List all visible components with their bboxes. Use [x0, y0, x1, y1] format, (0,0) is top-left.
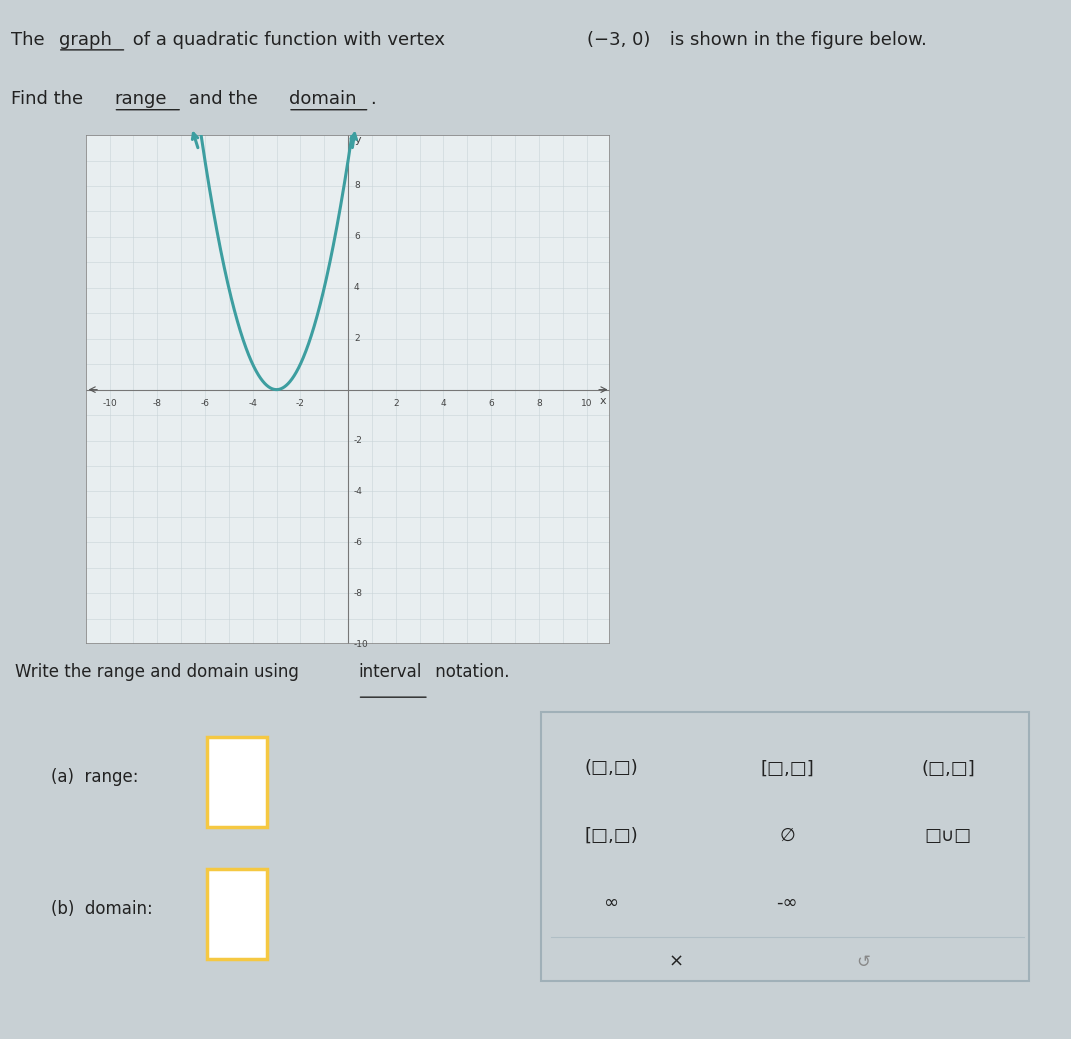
- Bar: [86, 135, 610, 644]
- Text: .: .: [371, 89, 376, 108]
- Text: [□,□]: [□,□]: [760, 760, 814, 777]
- Text: -8: -8: [355, 589, 363, 597]
- Text: x: x: [600, 396, 606, 405]
- Text: The: The: [11, 31, 50, 49]
- Text: -2: -2: [355, 436, 363, 445]
- Text: 4: 4: [440, 399, 447, 407]
- Text: 2: 2: [393, 399, 398, 407]
- Text: (−3, 0): (−3, 0): [587, 31, 650, 49]
- Text: ↺: ↺: [856, 953, 870, 970]
- Text: 6: 6: [488, 399, 494, 407]
- Text: -10: -10: [355, 640, 368, 648]
- Text: -6: -6: [200, 399, 210, 407]
- Text: -8: -8: [153, 399, 162, 407]
- Text: 8: 8: [536, 399, 542, 407]
- Text: [□,□): [□,□): [584, 827, 638, 845]
- Text: 6: 6: [355, 233, 360, 241]
- Text: ∅: ∅: [780, 827, 795, 845]
- Text: ∞: ∞: [603, 894, 619, 912]
- Text: ×: ×: [669, 953, 684, 970]
- Bar: [207, 870, 267, 959]
- Text: 4: 4: [355, 284, 360, 292]
- Text: -2: -2: [296, 399, 305, 407]
- Text: (b)  domain:: (b) domain:: [50, 900, 152, 917]
- Text: -∞: -∞: [776, 894, 798, 912]
- Text: domain: domain: [289, 89, 357, 108]
- Text: 2: 2: [355, 335, 360, 343]
- Text: is shown in the figure below.: is shown in the figure below.: [664, 31, 926, 49]
- Text: of a quadratic function with vertex: of a quadratic function with vertex: [127, 31, 451, 49]
- Text: 10: 10: [580, 399, 592, 407]
- Text: -6: -6: [355, 538, 363, 547]
- Text: -4: -4: [248, 399, 257, 407]
- Text: interval: interval: [359, 663, 422, 682]
- Bar: [207, 738, 267, 827]
- Text: notation.: notation.: [429, 663, 509, 682]
- Text: (□,□): (□,□): [584, 760, 638, 777]
- Text: Find the: Find the: [11, 89, 89, 108]
- Text: -10: -10: [102, 399, 117, 407]
- Text: y: y: [355, 135, 361, 144]
- Text: (a)  range:: (a) range:: [50, 768, 138, 785]
- Text: Write the range and domain using: Write the range and domain using: [15, 663, 304, 682]
- Text: (□,□]: (□,□]: [921, 760, 975, 777]
- Text: -4: -4: [355, 487, 363, 496]
- Text: range: range: [115, 89, 167, 108]
- Text: □∪□: □∪□: [924, 827, 971, 845]
- Text: 8: 8: [355, 182, 360, 190]
- Text: graph: graph: [59, 31, 111, 49]
- Text: and the: and the: [183, 89, 263, 108]
